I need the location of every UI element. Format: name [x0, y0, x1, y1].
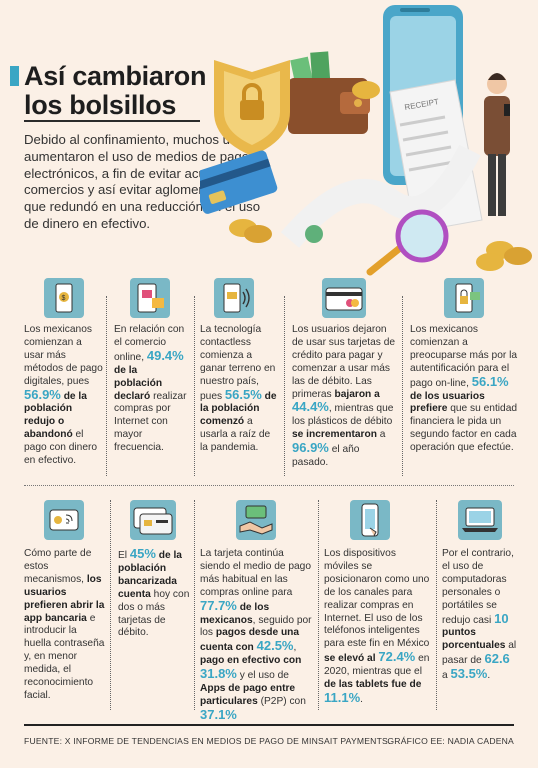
- stat-debit-cards: El 45% de la población bancarizada cuent…: [118, 546, 190, 639]
- footer-divider: [24, 724, 514, 726]
- title-accent-bar: [10, 66, 19, 86]
- credit-note: GRÁFICO EE: NADIA CADENA: [387, 736, 514, 746]
- card-handshake-icon: [236, 500, 276, 540]
- intro-text: Debido al confinamiento, muchos usuarios…: [24, 132, 273, 231]
- id-fingerprint-icon: [44, 500, 84, 540]
- svg-text:$: $: [62, 295, 66, 302]
- bank-cards-icon: [130, 500, 176, 540]
- phone-shop-icon: [130, 278, 170, 318]
- page-title: Así cambiaron los bolsillos: [24, 61, 207, 120]
- secure-phone-icon: [444, 278, 484, 318]
- person-illustration: [484, 73, 510, 216]
- stat-online-commerce: En relación con el comercio online, 49.4…: [114, 324, 187, 454]
- coins-illustration: [229, 81, 532, 271]
- stat-online-payment-methods: La tarjeta continúa siendo el medio de p…: [200, 548, 312, 722]
- column-divider: [110, 500, 111, 710]
- magnifier-illustration: [366, 209, 449, 276]
- row-divider: [24, 485, 514, 486]
- title-underline: [24, 120, 200, 122]
- column-divider: [194, 500, 195, 710]
- phone-pay-icon: $: [44, 278, 84, 318]
- column-divider: [402, 296, 403, 476]
- credit-card-icon: [322, 278, 366, 318]
- hero-illustration: RECEIPT: [200, 5, 532, 276]
- stat-bank-app: Cómo parte de estos mecanismos, los usua…: [24, 548, 105, 701]
- column-divider: [284, 296, 285, 476]
- mobile-device-icon: [350, 500, 390, 540]
- column-divider: [106, 296, 107, 476]
- stat-digital-payments: Los mexicanos comienzan a usar más métod…: [24, 324, 103, 467]
- stat-credit-debit: Los usuarios dejaron de usar sus tarjeta…: [292, 324, 396, 469]
- stat-authentication: Los mexicanos comienzan a preocuparse má…: [410, 324, 518, 454]
- column-divider: [318, 500, 319, 710]
- contactless-card-icon: [214, 278, 254, 318]
- stat-computers: Por el contrario, el uso de computadoras…: [442, 548, 517, 682]
- column-divider: [194, 296, 195, 476]
- laptop-icon: [458, 500, 502, 540]
- column-divider: [436, 500, 437, 710]
- source-note: FUENTE: X INFORME DE TENDENCIAS EN MEDIO…: [24, 736, 391, 746]
- stat-contactless: La tecnología contactless comienza a gan…: [200, 324, 277, 454]
- blue-card-illustration: [200, 150, 278, 214]
- receipt-illustration: RECEIPT: [280, 79, 483, 248]
- shield-lock-icon: [214, 60, 290, 156]
- stat-mobile-devices: Los dispositivos móviles se posicionaron…: [324, 548, 430, 705]
